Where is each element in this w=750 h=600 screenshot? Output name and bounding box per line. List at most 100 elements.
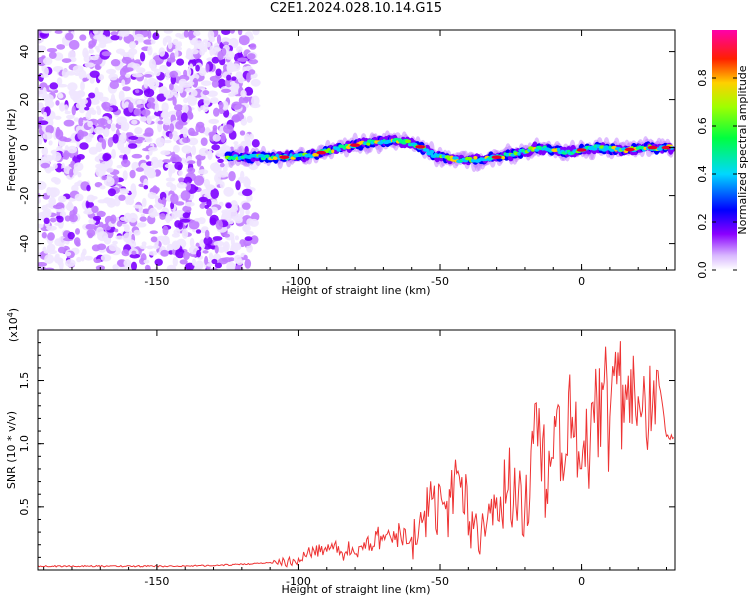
heatmap-cell (143, 78, 149, 89)
heatmap-cell (242, 188, 253, 197)
heatmap-cell (234, 242, 241, 249)
heatmap-cell (139, 216, 147, 222)
heatmap-cell (210, 188, 219, 199)
heatmap-cell (213, 107, 220, 117)
heatmap-cell (249, 218, 259, 227)
heatmap-cell (98, 137, 104, 143)
heatmap-cell (116, 221, 123, 227)
heatmap-cell (220, 132, 226, 143)
heatmap-cell (114, 228, 119, 233)
heatmap-cell (56, 83, 68, 88)
heatmap-cell (159, 64, 168, 73)
heatmap-cell (198, 147, 209, 157)
x-tick-label: -50 (431, 275, 449, 288)
heatmap-cell (171, 210, 178, 220)
heatmap-cell (197, 169, 209, 175)
heatmap-cell (61, 58, 72, 63)
heatmap-cell (249, 133, 254, 140)
heatmap-cell (171, 151, 176, 159)
heatmap-cell (83, 209, 94, 215)
heatmap-cell (41, 146, 49, 156)
heatmap-cell (237, 76, 245, 84)
colorbar-label: Normalized spectral amplitude (736, 65, 749, 234)
heatmap-cell (331, 149, 335, 153)
heatmap-cell (73, 162, 84, 172)
heatmap-cell (209, 45, 214, 57)
heatmap-cell (43, 208, 52, 218)
heatmap-cell (215, 150, 225, 158)
heatmap-cell (47, 232, 55, 241)
heatmap-cell (88, 92, 96, 99)
heatmap-cell (38, 45, 47, 52)
heatmap-cell (91, 205, 99, 213)
heatmap-cell (99, 96, 109, 103)
heatmap-cell (163, 239, 171, 245)
heatmap-cell (175, 120, 184, 130)
colorbar-tick-label: 0.0 (696, 261, 709, 279)
heatmap-cell (188, 127, 195, 136)
heatmap-cell (181, 228, 189, 239)
heatmap-cell (154, 195, 160, 206)
heatmap-cell (208, 99, 220, 104)
heatmap-cell (110, 214, 117, 224)
heatmap-cell (188, 30, 194, 41)
heatmap-cell (183, 176, 193, 185)
heatmap-cell (57, 93, 64, 99)
heatmap-cell (98, 42, 107, 49)
heatmap-cell (102, 127, 110, 138)
heatmap-cell (197, 217, 206, 225)
heatmap-cell (169, 123, 175, 133)
colorbar-tick-label: 0.4 (696, 165, 709, 183)
heatmap-cell (65, 259, 76, 268)
heatmap-cell (517, 152, 521, 156)
heatmap-cell (205, 63, 210, 73)
heatmap-cell (195, 260, 204, 270)
y-tick-label: -20 (18, 187, 31, 205)
heatmap-cell (110, 93, 116, 103)
heatmap-cell (130, 183, 137, 194)
heatmap-cell (147, 191, 157, 200)
heatmap-cell (101, 101, 111, 110)
heatmap-cell (87, 232, 94, 239)
heatmap-cell (146, 115, 152, 125)
heatmap-cell (429, 149, 435, 154)
heatmap-cell (165, 213, 171, 221)
heatmap-cell (79, 34, 87, 41)
snr-scale-label: (x104) (6, 308, 20, 342)
heatmap-cell (38, 197, 41, 204)
heatmap-cell (119, 190, 130, 195)
heatmap-cell (96, 243, 107, 251)
heatmap-cell (110, 59, 121, 67)
heatmap-cell (213, 240, 225, 247)
heatmap-cell (192, 77, 199, 88)
heatmap-cell (41, 30, 52, 34)
heatmap-cell (85, 111, 92, 120)
heatmap-cell (147, 45, 153, 56)
heatmap-cell (97, 231, 109, 242)
heatmap-cell (225, 202, 232, 209)
heatmap-cell (163, 117, 171, 126)
heatmap-cell (152, 245, 160, 249)
heatmap-cell (195, 229, 202, 234)
heatmap-cell (189, 237, 195, 248)
heatmap-cell (135, 89, 140, 94)
heatmap-cell (84, 255, 93, 261)
heatmap-panel: -150 -100 -50 0 -40 -20 0 20 40 Height of straig… (5, 29, 676, 297)
heatmap-cell (208, 252, 214, 260)
heatmap-cell (208, 35, 215, 43)
heatmap-cell (136, 104, 145, 109)
heatmap-cell (143, 168, 150, 176)
heatmap-cell (58, 260, 64, 270)
heatmap-cell (191, 145, 197, 156)
heatmap-cell (180, 128, 189, 135)
heatmap-cell (124, 224, 130, 233)
heatmap-cell (211, 56, 220, 64)
heatmap-cell (181, 145, 193, 154)
heatmap-cell (233, 141, 239, 146)
heatmap-cell (102, 153, 110, 162)
heatmap-cell (113, 197, 121, 207)
heatmap-cell (109, 80, 120, 90)
heatmap-cell (56, 77, 63, 86)
heatmap-cell (143, 185, 149, 190)
heatmap-cell (64, 104, 69, 112)
